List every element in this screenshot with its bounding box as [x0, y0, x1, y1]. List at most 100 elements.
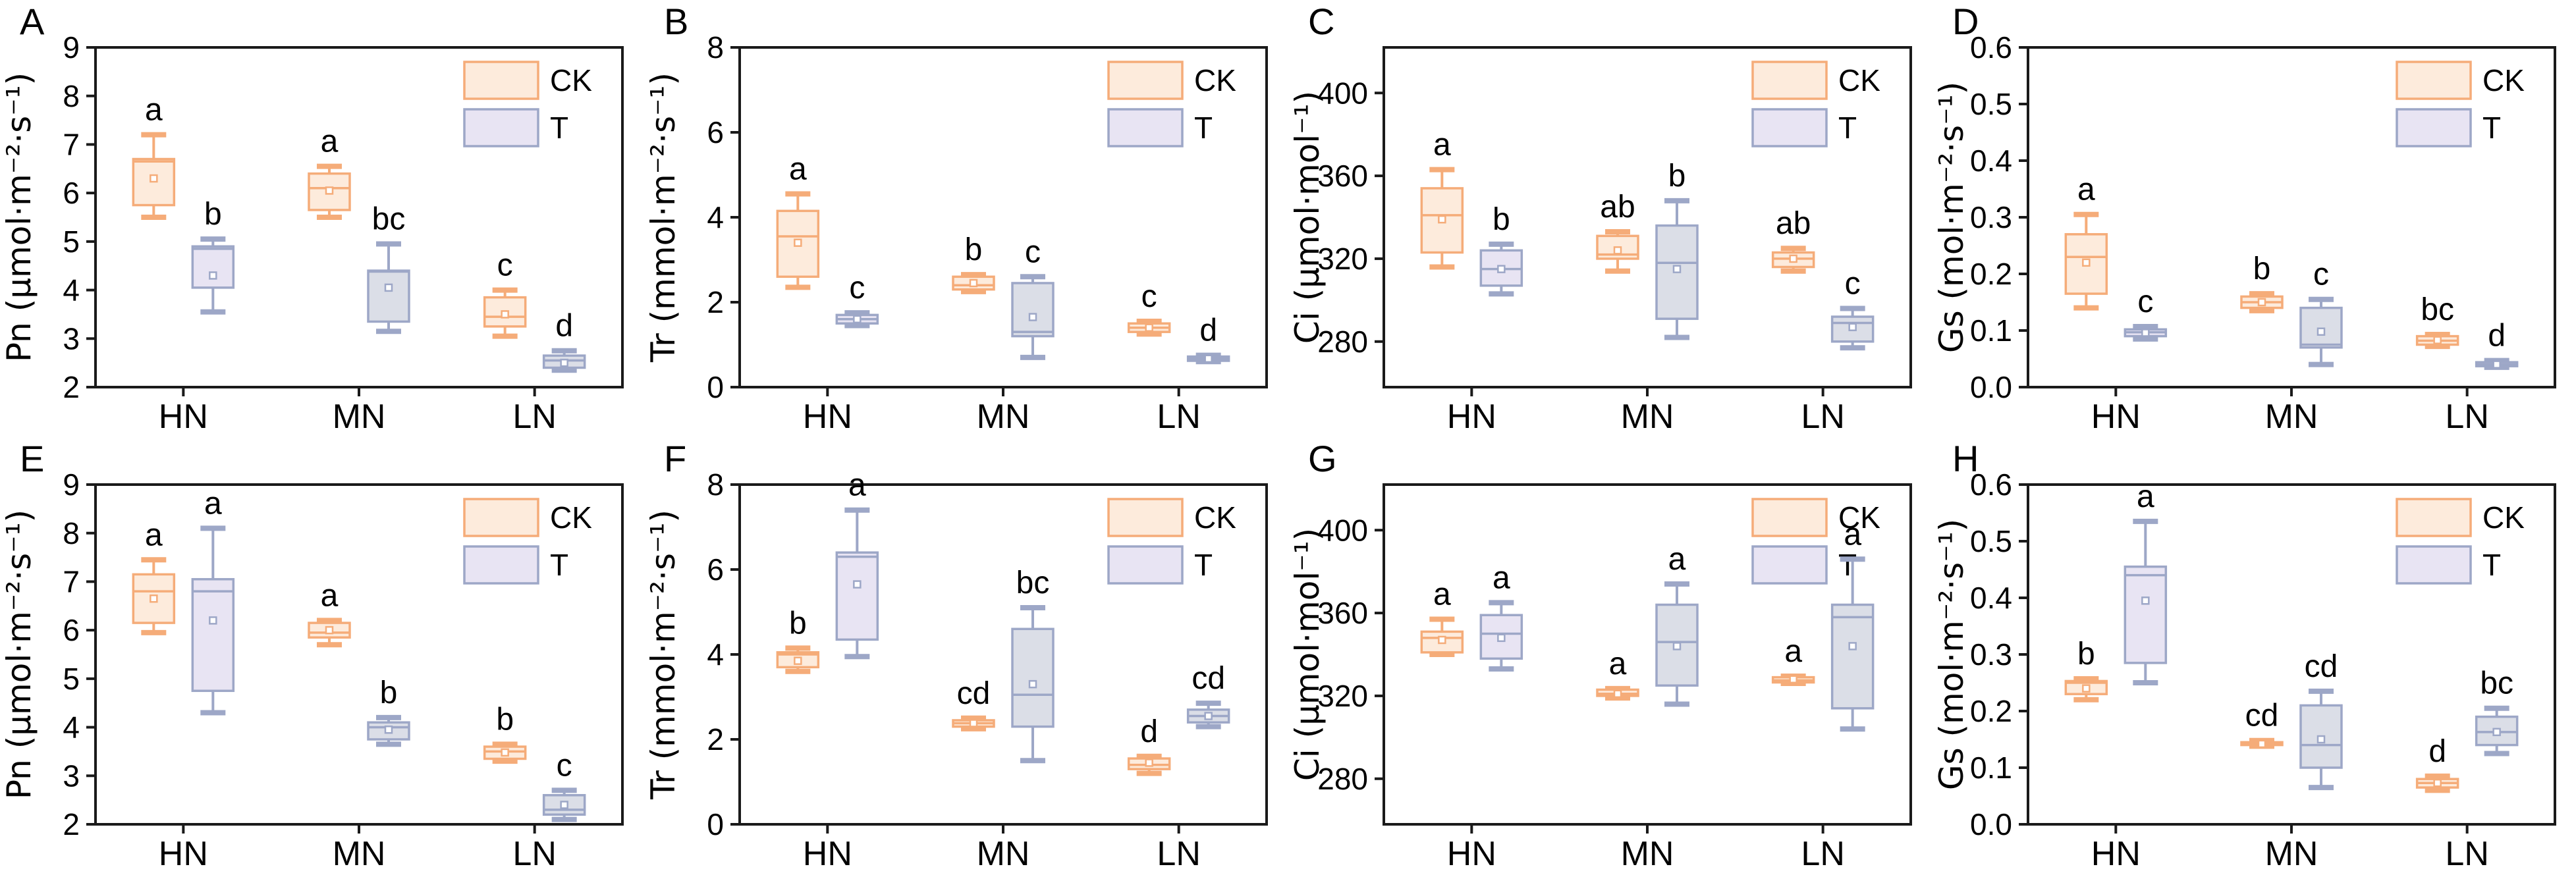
x-category-label: LN	[2445, 398, 2488, 436]
y-tick-label: 5	[63, 662, 80, 696]
y-tick-label: 0	[707, 807, 724, 841]
mean-marker	[560, 801, 568, 809]
y-tick-label: 0.1	[1970, 313, 2012, 348]
x-category-label: LN	[2445, 835, 2488, 873]
mean-marker	[150, 594, 158, 603]
mean-marker	[1145, 758, 1153, 767]
mean-marker	[501, 748, 509, 757]
legend-label-t: T	[550, 548, 568, 582]
significance-letter: b	[1668, 159, 1686, 194]
significance-letter: a	[2137, 479, 2154, 514]
mean-marker	[1672, 642, 1682, 650]
x-category-label: HN	[159, 398, 208, 436]
legend-swatch-t	[463, 545, 539, 585]
mean-marker	[2257, 298, 2266, 307]
y-axis: 2 3 4 5 6 7 8 9	[63, 467, 96, 841]
significance-letter: cd	[1192, 661, 1225, 696]
significance-letter: a	[1668, 542, 1686, 577]
mean-marker	[1204, 354, 1213, 363]
box-LN-CK: ab	[1771, 206, 1815, 274]
box-LN-CK: d	[1127, 714, 1171, 776]
legend-swatch-t	[1107, 108, 1184, 147]
y-tick-label: 9	[63, 30, 80, 65]
x-axis: HN MN LN	[2091, 824, 2489, 873]
legend-label-ck: CK	[1838, 500, 1880, 535]
legend-label-ck: CK	[2482, 500, 2525, 535]
iqr-box	[1011, 627, 1055, 728]
box-MN-CK: cd	[2240, 699, 2284, 749]
y-tick-label: 0.1	[1970, 751, 2012, 785]
x-category-label: HN	[2091, 835, 2141, 873]
significance-letter: a	[145, 517, 163, 552]
y-tick-label: 5	[63, 225, 80, 259]
iqr-box	[2299, 306, 2343, 349]
x-category-label: MN	[1621, 835, 1674, 873]
panel-H-svg: H 0.0 0.1 0.2 0.3 0.4 0.5 0.6 Gs (mol·m⁻²·s⁻¹) HN…	[1932, 437, 2576, 874]
box-HN-T: a	[835, 468, 879, 660]
panel-letter: G	[1308, 438, 1337, 479]
panel-H: H 0.0 0.1 0.2 0.3 0.4 0.5 0.6 Gs (mol·m⁻²·s⁻¹) HN…	[1932, 437, 2576, 874]
significance-letter: c	[557, 748, 572, 783]
mean-marker	[1438, 215, 1446, 224]
y-axis-title: Gs (mol·m⁻²·s⁻¹)	[1932, 82, 1971, 353]
y-axis: 0.0 0.1 0.2 0.3 0.4 0.5 0.6	[1970, 467, 2028, 841]
y-tick-label: 6	[707, 115, 724, 149]
legend-label-ck: CK	[550, 63, 592, 97]
panel-E-svg: E 2 3 4 5 6 7 8 9 Pn (μmol·m⁻²·s⁻¹) HN MN LN CK Ta a a b b…	[0, 437, 644, 874]
x-category-label: LN	[1801, 398, 1844, 436]
panel-B-svg: B 0 2 4 6 8 Tr (mmol·m⁻²·s⁻¹) HN MN LN CK Ta c b c c d	[644, 0, 1288, 437]
mean-marker	[209, 271, 217, 280]
panel-D-svg: D 0.0 0.1 0.2 0.3 0.4 0.5 0.6 Gs (mol·m⁻²·s⁻¹) HN…	[1932, 0, 2576, 437]
significance-letter: b	[1493, 202, 1510, 237]
y-axis-title: Pn (μmol·m⁻²·s⁻¹)	[0, 510, 38, 799]
y-axis: 280 320 360 400	[1317, 76, 1384, 359]
mean-marker	[2316, 735, 2326, 744]
significance-letter: c	[1025, 234, 1041, 269]
mean-marker	[2082, 258, 2091, 267]
mean-marker	[1848, 642, 1857, 650]
y-axis: 0 2 4 6 8	[707, 467, 740, 841]
legend-label-ck: CK	[2482, 63, 2525, 97]
legend-label-t: T	[2482, 548, 2501, 582]
y-axis: 0.0 0.1 0.2 0.3 0.4 0.5 0.6	[1970, 30, 2028, 404]
significance-letter: c	[2313, 257, 2329, 292]
box-HN-T: c	[835, 271, 879, 329]
box-MN-CK: a	[308, 124, 351, 220]
box-LN-T: cd	[1186, 661, 1230, 729]
legend-swatch-ck	[1751, 498, 1828, 537]
box-HN-CK: b	[776, 606, 820, 674]
significance-letter: bc	[2421, 292, 2454, 327]
significance-letter: bc	[1016, 566, 1050, 600]
y-tick-label: 4	[63, 710, 80, 745]
x-axis: HN MN LN	[803, 824, 1201, 873]
significance-letter: c	[1141, 279, 1157, 314]
x-axis: HN MN LN	[803, 387, 1201, 436]
box-HN-CK: a	[1420, 577, 1464, 657]
significance-letter: c	[497, 248, 513, 283]
y-tick-label: 0.0	[1970, 370, 2012, 404]
significance-letter: c	[1845, 266, 1861, 301]
box-HN-CK: b	[2064, 637, 2108, 703]
y-tick-label: 4	[707, 637, 724, 672]
legend-label-t: T	[1838, 548, 1857, 582]
significance-letter: a	[1493, 560, 1510, 595]
mean-marker	[794, 656, 802, 665]
box-LN-CK: d	[2415, 734, 2459, 793]
box-HN-T: a	[1479, 560, 1523, 672]
x-category-label: HN	[1447, 398, 1496, 436]
box-MN-CK: b	[2240, 252, 2284, 313]
significance-letter: a	[145, 93, 163, 128]
significance-letter: d	[1140, 714, 1158, 749]
mean-marker	[794, 238, 802, 247]
y-tick-label: 320	[1317, 679, 1368, 713]
significance-letter: b	[496, 702, 514, 737]
y-tick-label: 400	[1317, 76, 1368, 110]
y-tick-label: 7	[63, 565, 80, 599]
y-tick-label: 6	[63, 613, 80, 647]
box-MN-T: bc	[1011, 566, 1055, 764]
